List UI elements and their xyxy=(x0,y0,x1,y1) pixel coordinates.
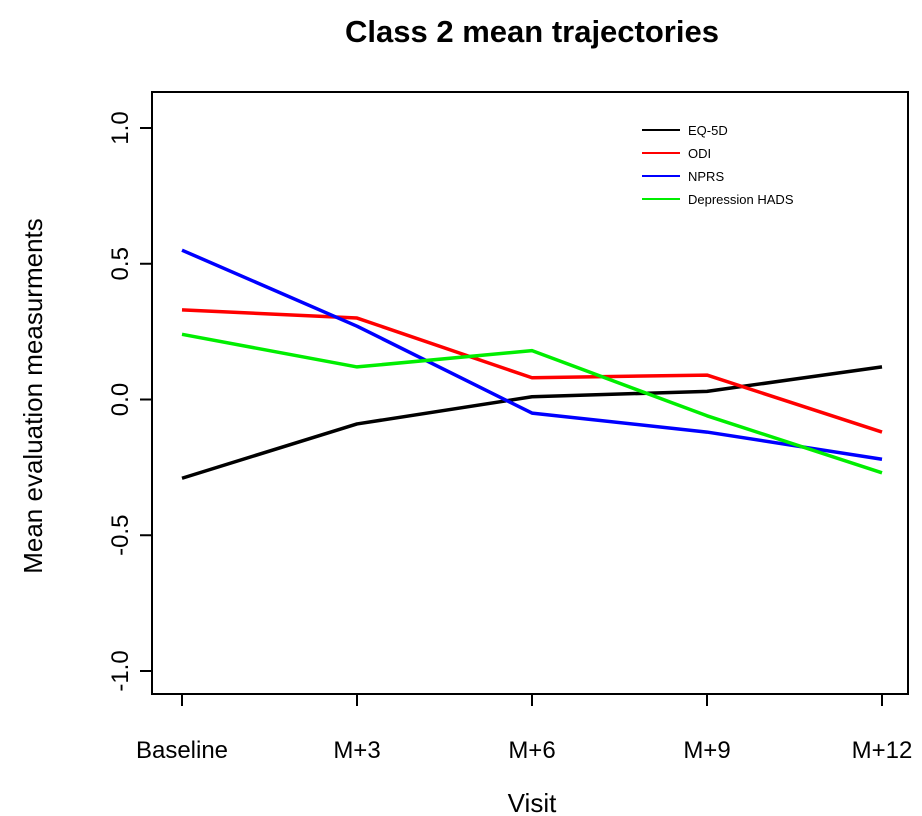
legend-label: EQ-5D xyxy=(688,123,728,138)
x-axis-label: Visit xyxy=(508,788,557,816)
y-tick-label: 1.0 xyxy=(107,111,134,144)
y-tick-label: 0.5 xyxy=(107,247,134,280)
x-tick-label: M+6 xyxy=(508,737,555,764)
x-tick-label: Baseline xyxy=(136,737,228,764)
series-line-2 xyxy=(181,308,883,434)
x-tick-label: M+9 xyxy=(683,737,730,764)
series-line-1 xyxy=(181,365,883,480)
legend-label: Depression HADS xyxy=(688,192,794,207)
series-lines xyxy=(181,248,883,480)
legend-label: ODI xyxy=(688,146,711,161)
y-tick-label: 0.0 xyxy=(107,383,134,416)
y-axis-label: Mean evaluation measurments xyxy=(18,218,48,574)
chart-title: Class 2 mean trajectories xyxy=(345,14,719,49)
series-line-3 xyxy=(181,248,883,461)
x-axis: Baseline M+3 M+6 M+9 M+12 xyxy=(136,694,912,764)
legend: EQ-5D ODI NPRS Depression HADS xyxy=(642,123,794,207)
x-tick-label: M+3 xyxy=(333,737,380,764)
legend-label: NPRS xyxy=(688,169,724,184)
y-tick-label: -1.0 xyxy=(107,650,134,691)
x-tick-label: M+12 xyxy=(852,737,913,764)
series-line-4 xyxy=(181,332,883,475)
y-axis: -1.0 -0.5 0.0 0.5 1.0 xyxy=(107,111,152,692)
y-tick-label: -0.5 xyxy=(107,515,134,556)
plot-frame xyxy=(151,91,909,695)
